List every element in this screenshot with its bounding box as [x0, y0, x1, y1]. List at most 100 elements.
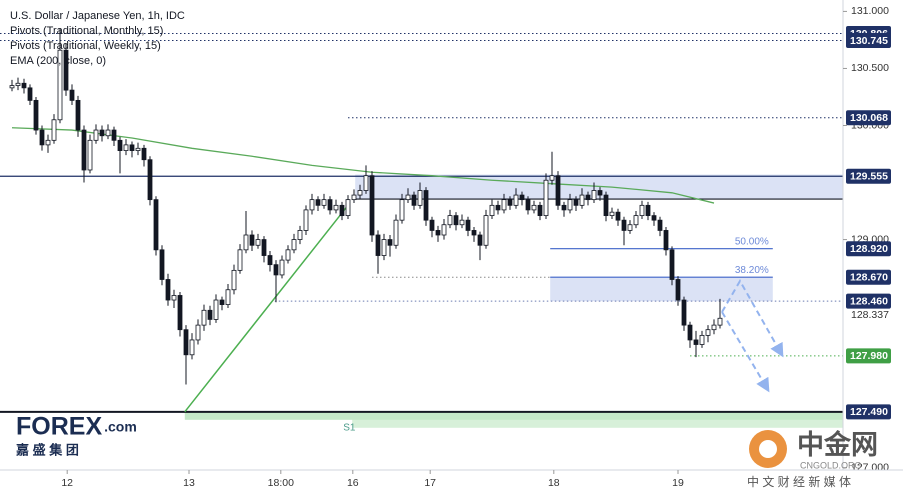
candle-body	[99, 129, 105, 137]
candle-body	[405, 194, 411, 201]
candle-body	[309, 199, 315, 211]
candle-body	[351, 194, 357, 201]
candle-body	[579, 194, 585, 206]
price-box-label: 128.670	[850, 271, 888, 283]
candle-body	[27, 87, 33, 101]
x-tick-label: 18	[548, 477, 560, 489]
candle-body	[297, 230, 303, 240]
candle-body	[543, 179, 549, 217]
candle-body	[39, 129, 45, 146]
x-tick-label: 17	[424, 477, 436, 489]
candle-body	[219, 299, 225, 305]
candle-body	[81, 129, 87, 171]
candle-body	[183, 329, 189, 356]
candle-body	[453, 215, 459, 226]
candle-body	[285, 249, 291, 261]
x-axis-panel	[0, 470, 903, 501]
price-box	[846, 348, 891, 364]
candle-body	[195, 324, 201, 341]
projection-arrow	[721, 311, 770, 393]
candle-body	[423, 190, 429, 221]
candle-body	[291, 239, 297, 251]
site-cn: 中 文 财 经 新 媒 体	[747, 474, 851, 489]
price-box	[846, 32, 891, 48]
candle-body	[213, 299, 219, 320]
candle-body	[333, 204, 339, 211]
candle-body	[513, 194, 519, 206]
candle-body	[585, 194, 591, 201]
candle-body	[387, 239, 393, 246]
candle-body	[615, 211, 621, 221]
candle-body	[603, 194, 609, 217]
y-tick-label: 130.500	[851, 62, 889, 74]
candle-body	[21, 82, 27, 89]
price-box	[846, 269, 891, 285]
candle-body	[165, 279, 171, 301]
legend: U.S. Dollar / Japanese Yen, 1h, IDC Pivo…	[10, 10, 185, 67]
candle-body	[15, 82, 21, 86]
zone	[184, 411, 844, 420]
candle-body	[681, 299, 687, 326]
price-box	[846, 404, 891, 420]
candle-body	[255, 239, 261, 246]
candle-body	[177, 295, 183, 331]
candle-body	[87, 139, 93, 171]
candle-body	[663, 230, 669, 251]
x-axis: 12 13 18:00 16 17 18 19	[0, 469, 903, 501]
candle-body	[639, 204, 645, 217]
candle-body	[507, 199, 513, 206]
candle-body	[339, 204, 345, 217]
trendline	[184, 204, 349, 413]
candle-body	[135, 147, 141, 151]
candle-body	[69, 89, 75, 101]
candle-body	[201, 309, 207, 326]
price-box-label: 130.745	[850, 35, 888, 47]
last-price: 128.337	[851, 309, 889, 321]
candle-body	[483, 215, 489, 246]
y-axis-panel	[843, 0, 903, 470]
candle-body	[123, 144, 129, 151]
candle-body	[477, 234, 483, 246]
candle-body	[345, 199, 351, 217]
candle-body	[633, 215, 639, 226]
candle-body	[111, 129, 117, 141]
candle-body	[411, 194, 417, 206]
indicator-label: EMA (200, close, 0)	[10, 55, 106, 67]
candle-body	[207, 309, 213, 320]
candle-body	[489, 204, 495, 217]
candle-body	[171, 295, 177, 301]
candle-body	[147, 159, 153, 201]
candle-body	[321, 199, 327, 206]
candle-body	[465, 219, 471, 231]
candle-body	[159, 249, 165, 280]
fib-label: 38.20%	[735, 265, 769, 276]
y-axis: 131.000130.500130.000129.000127.000130.8…	[842, 0, 903, 473]
candle-body	[501, 199, 507, 211]
candle-body	[567, 199, 573, 211]
site-url: CNGOLD.ORG	[800, 460, 862, 470]
candle-body	[393, 219, 399, 246]
brand-name: FOREX	[16, 413, 102, 441]
zone-label: S1	[343, 422, 356, 433]
candle-body	[33, 99, 39, 131]
candle-body	[699, 334, 705, 345]
candle-body	[573, 199, 579, 206]
x-tick-label: 19	[672, 477, 684, 489]
candle-body	[705, 329, 711, 336]
x-tick-label: 12	[61, 477, 73, 489]
candle-body	[609, 211, 615, 217]
candle-body	[129, 144, 135, 151]
candle-body	[363, 175, 369, 191]
price-box-label: 128.460	[850, 295, 888, 307]
candle-body	[675, 279, 681, 301]
candle-body	[447, 215, 453, 226]
candle-body	[621, 219, 627, 231]
candle-body	[51, 119, 57, 141]
candle-body	[225, 289, 231, 305]
candle-body	[369, 175, 375, 236]
x-tick-label: 13	[183, 477, 195, 489]
candle-body	[93, 129, 99, 141]
x-tick-label: 18:00	[268, 477, 294, 489]
candle-body	[687, 324, 693, 341]
